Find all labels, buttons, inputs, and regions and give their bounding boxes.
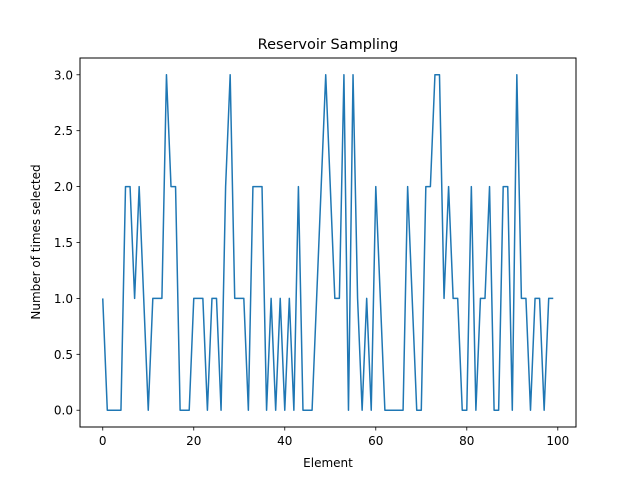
y-tick-label: 2.0 (54, 180, 73, 194)
y-tick-label: 3.0 (54, 68, 73, 82)
x-tick-label: 60 (368, 434, 383, 448)
plot-area (102, 74, 554, 411)
y-axis-label: Number of times selected (29, 164, 43, 319)
y-tick-label: 2.5 (54, 124, 73, 138)
x-axis-label: Element (303, 456, 353, 470)
y-tick-label: 0.5 (54, 348, 73, 362)
y-tick-label: 1.5 (54, 236, 73, 250)
series-line-0 (102, 74, 554, 411)
y-tick-label: 0.0 (54, 404, 73, 418)
x-tick-label: 20 (186, 434, 201, 448)
x-tick-label: 80 (459, 434, 474, 448)
y-tick-label: 1.0 (54, 292, 73, 306)
x-tick-label: 0 (99, 434, 107, 448)
y-axis-ticks: 0.0 0.5 1.0 1.5 2.0 2.5 3.0 (54, 68, 80, 418)
chart-title: Reservoir Sampling (258, 37, 399, 53)
x-tick-label: 40 (277, 434, 292, 448)
x-axis-ticks: 0 20 40 60 80 100 (99, 427, 569, 448)
x-tick-label: 100 (546, 434, 569, 448)
